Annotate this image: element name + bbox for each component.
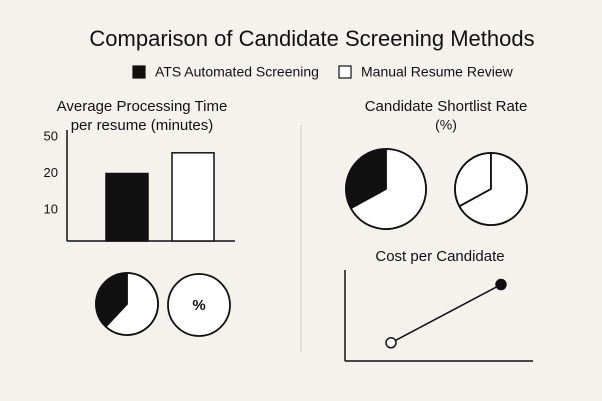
y-tick-label: 50 xyxy=(44,128,58,143)
bar xyxy=(171,152,215,242)
legend-label: Manual Resume Review xyxy=(361,64,514,80)
chart-title: Average Processing Time xyxy=(57,98,228,115)
pie-slice xyxy=(95,272,128,328)
point xyxy=(385,337,397,349)
pie-slice xyxy=(345,148,387,210)
pie-slice xyxy=(104,272,159,336)
legend-swatch xyxy=(338,65,352,79)
y-tick-label: 10 xyxy=(44,201,58,216)
chart-title: Cost per Candidate xyxy=(375,248,504,265)
pie-slice xyxy=(350,148,427,230)
bar xyxy=(105,172,149,242)
chart-title: Candidate Shortlist Rate xyxy=(365,98,528,115)
legend-swatch xyxy=(132,65,146,79)
chart-subtitle: per resume (minutes) xyxy=(71,117,214,134)
pie-outline xyxy=(167,273,231,337)
line-series xyxy=(390,283,502,344)
chart-subtitle: (%) xyxy=(435,117,457,133)
legend-label: ATS Automated Screening xyxy=(155,64,319,80)
pie-label: % xyxy=(192,297,205,314)
y-tick-label: 20 xyxy=(44,165,58,180)
pie-slice xyxy=(458,152,528,226)
page-title: Comparison of Candidate Screening Method… xyxy=(89,26,534,51)
point xyxy=(495,278,507,291)
